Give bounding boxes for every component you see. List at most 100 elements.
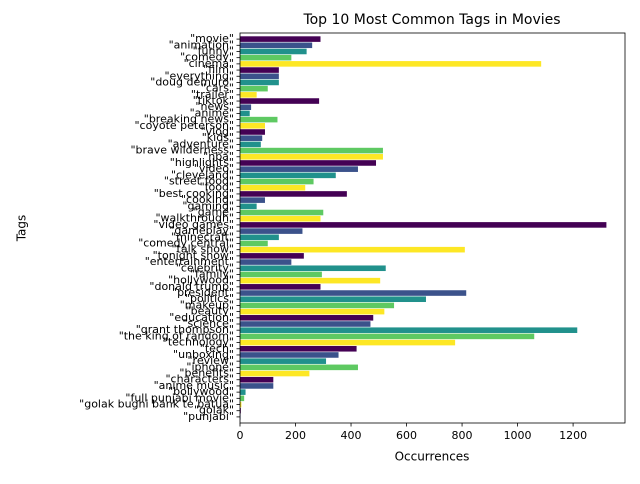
bar (240, 277, 381, 284)
bar (240, 67, 279, 73)
y-tick-label: "film" (203, 63, 234, 76)
bar (240, 339, 456, 346)
y-tick-label: "education" (169, 311, 234, 324)
y-tick-label: "unboxing" (173, 348, 234, 361)
x-tick-label: 400 (341, 429, 362, 442)
bar (240, 333, 535, 340)
bar (240, 48, 307, 55)
y-tick-label: "comedy central" (138, 236, 234, 249)
y-tick-label: "video" (194, 162, 234, 175)
x-tick-label: 1200 (559, 429, 587, 442)
bar (240, 271, 322, 278)
y-tick-label: "comedy" (180, 51, 234, 64)
y-tick-label: "video games" (153, 218, 234, 231)
y-tick-label: "family" (190, 267, 234, 280)
y-tick-label: "tiktok" (193, 94, 234, 107)
y-tick-label: "coyote peterson" (135, 119, 235, 132)
y-tick-label: "golak bugni bank te batua" (79, 398, 234, 411)
bar (240, 123, 265, 129)
x-axis-label: Occurrences (395, 450, 470, 464)
y-tick-label: "full punjabi movie" (125, 391, 234, 404)
y-tick-label: "highlights" (170, 156, 234, 169)
y-axis-label: Tags (15, 215, 29, 243)
plot-frame (239, 32, 626, 424)
y-tick-label: "politics" (185, 292, 234, 305)
bar (240, 42, 313, 49)
bar (240, 370, 310, 377)
bar (240, 172, 336, 179)
y-tick-label: "tonight show" (153, 249, 234, 262)
y-tick-label: "food" (200, 181, 234, 194)
y-tick-label: "animation" (169, 38, 234, 51)
bar (240, 197, 265, 203)
y-tick-label: "technology" (163, 336, 234, 349)
y-tick-label: "characters" (165, 373, 234, 386)
bar (240, 246, 465, 253)
y-tick-label: "street food" (164, 175, 234, 188)
bar (240, 345, 357, 352)
y-tick-label: "anime music" (154, 379, 234, 392)
bar (240, 327, 578, 333)
bar (240, 284, 321, 290)
bar (240, 228, 303, 234)
y-tick-label: "punjabi" (183, 410, 234, 423)
y-tick-label: "entertainment" (145, 255, 234, 268)
y-tick-label: "walkthrough" (155, 212, 234, 225)
bar (240, 54, 292, 61)
y-tick-label: "doug demuro" (150, 75, 234, 88)
bar (240, 302, 395, 309)
y-tick-label: "makeup" (180, 298, 234, 311)
bar (240, 358, 327, 364)
y-tick-label: "iphone" (186, 360, 234, 373)
bar (240, 178, 314, 185)
y-tick-label: "game" (193, 206, 234, 219)
bar (240, 166, 358, 172)
bar (240, 352, 339, 358)
bar (240, 240, 268, 247)
bar (240, 36, 321, 42)
y-tick-label: "benefits" (179, 367, 234, 380)
y-tick-label: "brave wilderness" (130, 144, 234, 157)
bar (240, 407, 241, 414)
y-tick-label: "cinema" (184, 57, 234, 70)
x-tick-label: 1000 (504, 429, 532, 442)
y-tick-label: "cars" (201, 82, 234, 95)
y-tick-label: "beauty" (186, 305, 234, 318)
x-tick-label: 200 (285, 429, 306, 442)
bar (240, 203, 257, 210)
bar (240, 104, 252, 111)
bar (240, 153, 383, 160)
y-tick-label: "best cooking" (154, 187, 234, 200)
y-tick-label: "science" (182, 317, 234, 330)
y-tick-label: "news" (195, 100, 234, 113)
bar (240, 308, 385, 315)
bar (240, 116, 278, 123)
bar (240, 135, 263, 141)
bar (240, 184, 306, 191)
bar (240, 315, 374, 321)
y-tick-label: "minecraft" (171, 230, 234, 243)
bar (240, 73, 279, 80)
bar (240, 222, 607, 228)
y-tick-label: "donald trump" (149, 280, 234, 293)
bar (240, 160, 377, 166)
bar (240, 265, 386, 272)
y-tick-label: "adventure" (168, 137, 234, 150)
bar (240, 98, 320, 104)
bar (240, 85, 268, 92)
x-tick-label: 800 (452, 429, 473, 442)
bar (240, 110, 250, 117)
bar (240, 61, 542, 67)
bar (240, 321, 371, 327)
bar (240, 253, 304, 259)
y-tick-label: "vlog" (201, 125, 234, 138)
y-tick-label: "bollywood" (168, 385, 234, 398)
bar (240, 234, 279, 241)
y-tick-label: "the king of random" (119, 329, 234, 342)
y-tick-label: "gaming" (182, 199, 234, 212)
bar (240, 401, 242, 408)
bar (240, 147, 383, 154)
y-tick-label: "trailer" (191, 88, 234, 101)
bar (240, 290, 467, 296)
